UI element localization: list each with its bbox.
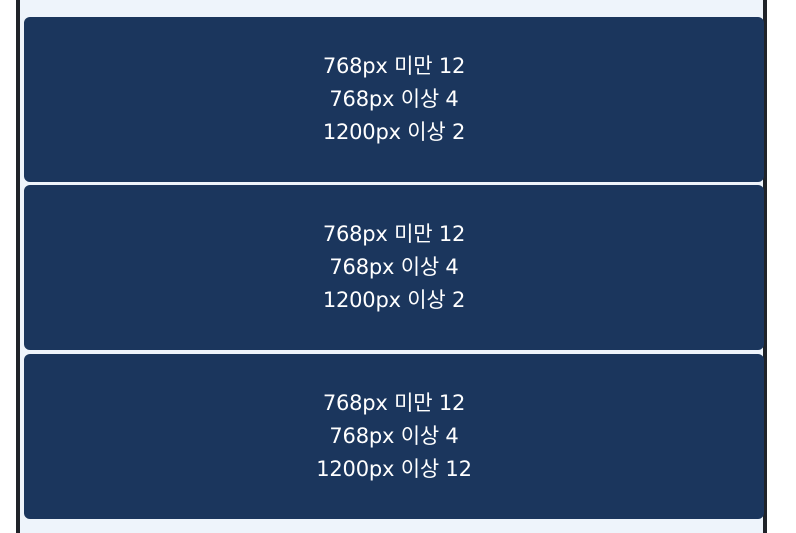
breakpoint-line-medium: 768px 이상 4 <box>329 87 459 111</box>
breakpoint-line-large: 1200px 이상 12 <box>316 457 472 481</box>
breakpoint-line-small: 768px 미만 12 <box>322 54 466 78</box>
grid-container: 768px 미만 12 768px 이상 4 1200px 이상 2 768px… <box>16 0 767 533</box>
breakpoint-line-small: 768px 미만 12 <box>322 391 466 415</box>
breakpoint-line-medium: 768px 이상 4 <box>329 255 459 279</box>
grid-column-card: 768px 미만 12 768px 이상 4 1200px 이상 12 <box>24 354 764 519</box>
breakpoint-line-small: 768px 미만 12 <box>322 222 466 246</box>
grid-column-card: 768px 미만 12 768px 이상 4 1200px 이상 2 <box>24 185 764 350</box>
breakpoint-line-large: 1200px 이상 2 <box>322 288 466 312</box>
grid-column-card: 768px 미만 12 768px 이상 4 1200px 이상 2 <box>24 17 764 182</box>
breakpoint-line-medium: 768px 이상 4 <box>329 424 459 448</box>
breakpoint-line-large: 1200px 이상 2 <box>322 120 466 144</box>
